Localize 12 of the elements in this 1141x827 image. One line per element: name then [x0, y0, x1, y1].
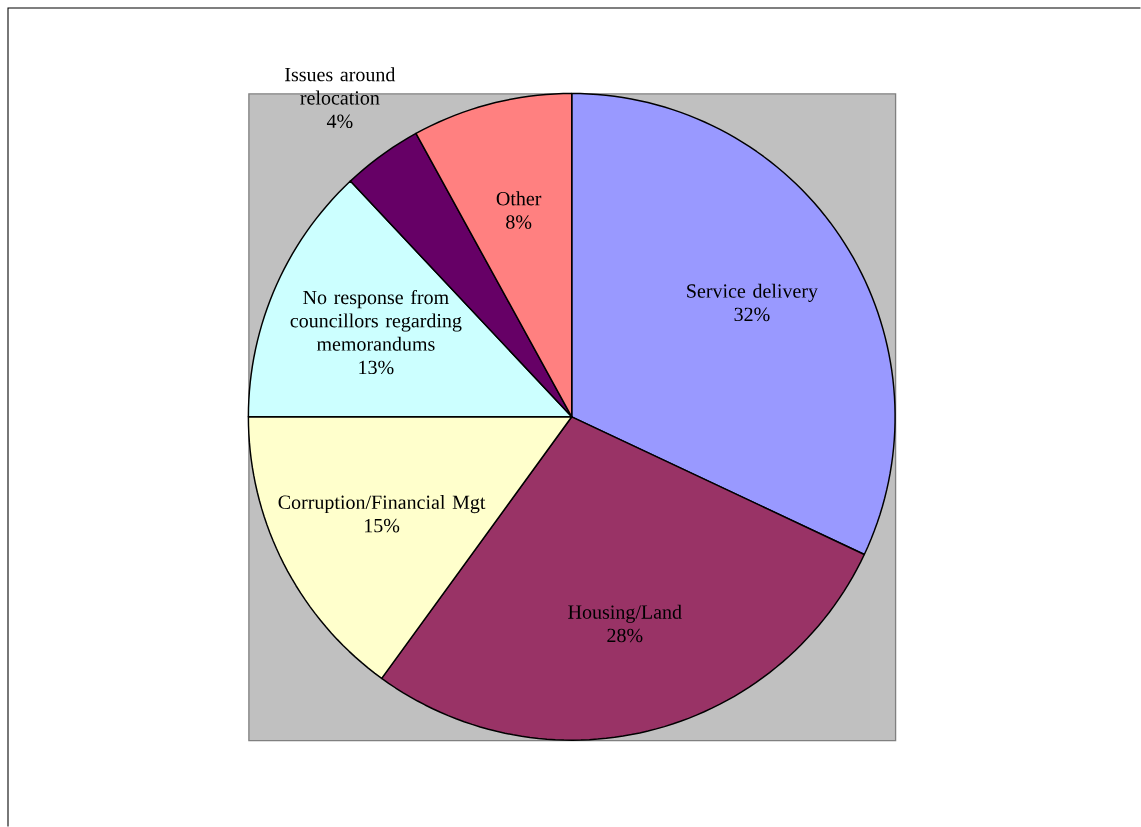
data-label: 28% — [607, 628, 643, 643]
data-label: 8% — [506, 215, 532, 229]
slice-label: Housing/Land — [568, 604, 682, 623]
data-label: 32% — [734, 307, 770, 322]
slice-label: No response from councillors regarding memorandums — [290, 289, 462, 351]
data-label: 13% — [359, 360, 394, 375]
slice-label: Issues around relocation — [285, 67, 396, 105]
slice-label: Corruption/Financial Mgt — [278, 494, 486, 514]
data-label: 15% — [365, 518, 400, 533]
slice-label: Other — [496, 191, 542, 206]
slice-label: Service delivery — [687, 283, 818, 302]
data-label: 4% — [326, 114, 353, 128]
